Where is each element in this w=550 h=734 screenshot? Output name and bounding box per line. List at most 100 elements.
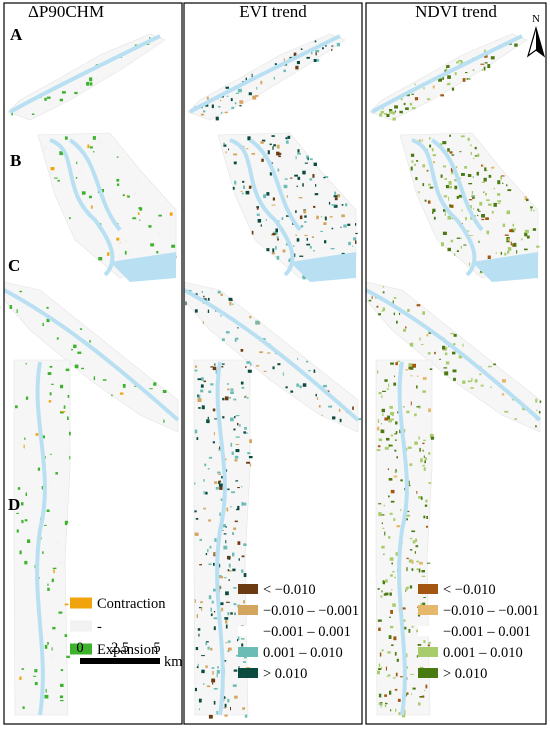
map-pixel <box>377 670 380 675</box>
map-pixel <box>390 362 394 365</box>
map-pixel <box>399 312 401 315</box>
map-pixel <box>402 713 406 718</box>
map-pixel <box>481 164 483 167</box>
map-pixel <box>231 491 235 494</box>
map-pixel <box>450 239 454 243</box>
map-pixel <box>198 698 202 703</box>
map-pixel <box>315 50 320 53</box>
map-pixel <box>65 136 68 140</box>
map-pixel <box>19 290 22 293</box>
map-pixel <box>408 559 413 563</box>
map-pixel <box>414 551 416 554</box>
map-pixel <box>526 235 530 239</box>
map-pixel <box>197 628 201 631</box>
river <box>183 288 360 422</box>
map-pixel <box>491 166 495 169</box>
legend-swatch <box>238 626 258 636</box>
map-pixel <box>405 590 407 592</box>
map-pixel <box>426 334 429 337</box>
map-pixel <box>448 181 452 185</box>
map-pixel <box>248 92 252 96</box>
map-pixel <box>133 192 137 195</box>
map-pixel <box>512 223 515 227</box>
map-pixel <box>502 379 506 383</box>
map-pixel <box>241 643 244 647</box>
map-pixel <box>48 484 51 487</box>
map-pixel <box>406 510 410 513</box>
map-pixel <box>214 538 217 542</box>
map-pixel <box>34 669 38 673</box>
river <box>9 34 161 114</box>
map-pixel <box>307 157 309 161</box>
map-pixel <box>454 185 458 190</box>
map-pixel <box>248 185 252 189</box>
map-pixel <box>410 693 412 695</box>
map-pixel <box>428 331 432 334</box>
row-label: A <box>10 25 23 44</box>
map-pixel <box>215 116 219 121</box>
map-pixel <box>419 696 423 698</box>
map-pixel <box>493 202 497 207</box>
map-pixel <box>16 529 19 533</box>
map-pixel <box>409 102 413 106</box>
map-pixel <box>302 275 307 280</box>
map-pixel <box>220 498 223 501</box>
map-pixel <box>194 482 196 485</box>
map-pixel <box>239 100 244 104</box>
map-pixel <box>237 541 241 545</box>
map-pixel <box>493 363 496 366</box>
map-pixel <box>497 180 501 185</box>
map-pixel <box>468 262 471 266</box>
map-pixel <box>233 603 237 606</box>
map-pixel <box>207 297 210 301</box>
map-pixel <box>127 195 130 198</box>
map-pixel <box>225 526 227 528</box>
legend-label: Contraction <box>97 596 166 612</box>
map-pixel <box>276 236 279 239</box>
map-pixel <box>207 416 209 420</box>
map-pixel <box>216 711 218 715</box>
map-pixel <box>212 408 216 412</box>
map-pixel <box>297 152 301 155</box>
map-pixel <box>277 220 280 222</box>
map-pixel <box>30 679 35 682</box>
map-pixel <box>195 647 199 651</box>
map-pixel <box>415 538 418 542</box>
map-pixel <box>421 138 423 142</box>
map-pixel <box>249 362 252 367</box>
water-body <box>472 252 538 282</box>
map-pixel <box>213 626 216 631</box>
map-pixel <box>63 405 66 409</box>
map-pixel <box>447 148 450 152</box>
map-pixel <box>444 178 447 180</box>
map-pixel <box>79 169 82 173</box>
map-pixel <box>429 144 432 148</box>
map-pixel <box>223 660 227 662</box>
map-pixel <box>249 463 252 467</box>
map-pixel <box>211 600 214 604</box>
map-pixel <box>338 408 341 412</box>
map-pixel <box>243 661 246 663</box>
map-pixel <box>240 349 244 352</box>
map-pixel <box>148 225 152 228</box>
map-pixel <box>415 545 419 548</box>
map-pixel <box>60 79 63 82</box>
map-pixel <box>210 607 212 612</box>
map-pixel <box>497 203 501 204</box>
map-pixel <box>507 250 510 254</box>
map-pixel <box>235 337 239 340</box>
map-pixel <box>388 478 393 481</box>
map-pixel <box>402 626 407 630</box>
map-pixel <box>216 673 218 678</box>
map-pixel <box>219 486 223 490</box>
map-pixel <box>486 230 490 235</box>
map-pixel <box>512 243 515 247</box>
map-pixel <box>9 305 13 309</box>
map-pixel <box>418 405 421 409</box>
map-pixel <box>233 161 237 165</box>
map-pixel <box>417 375 419 377</box>
map-pixel <box>230 612 233 615</box>
map-pixel <box>378 512 382 517</box>
map-pixel <box>296 238 300 242</box>
map-pixel <box>77 351 82 354</box>
